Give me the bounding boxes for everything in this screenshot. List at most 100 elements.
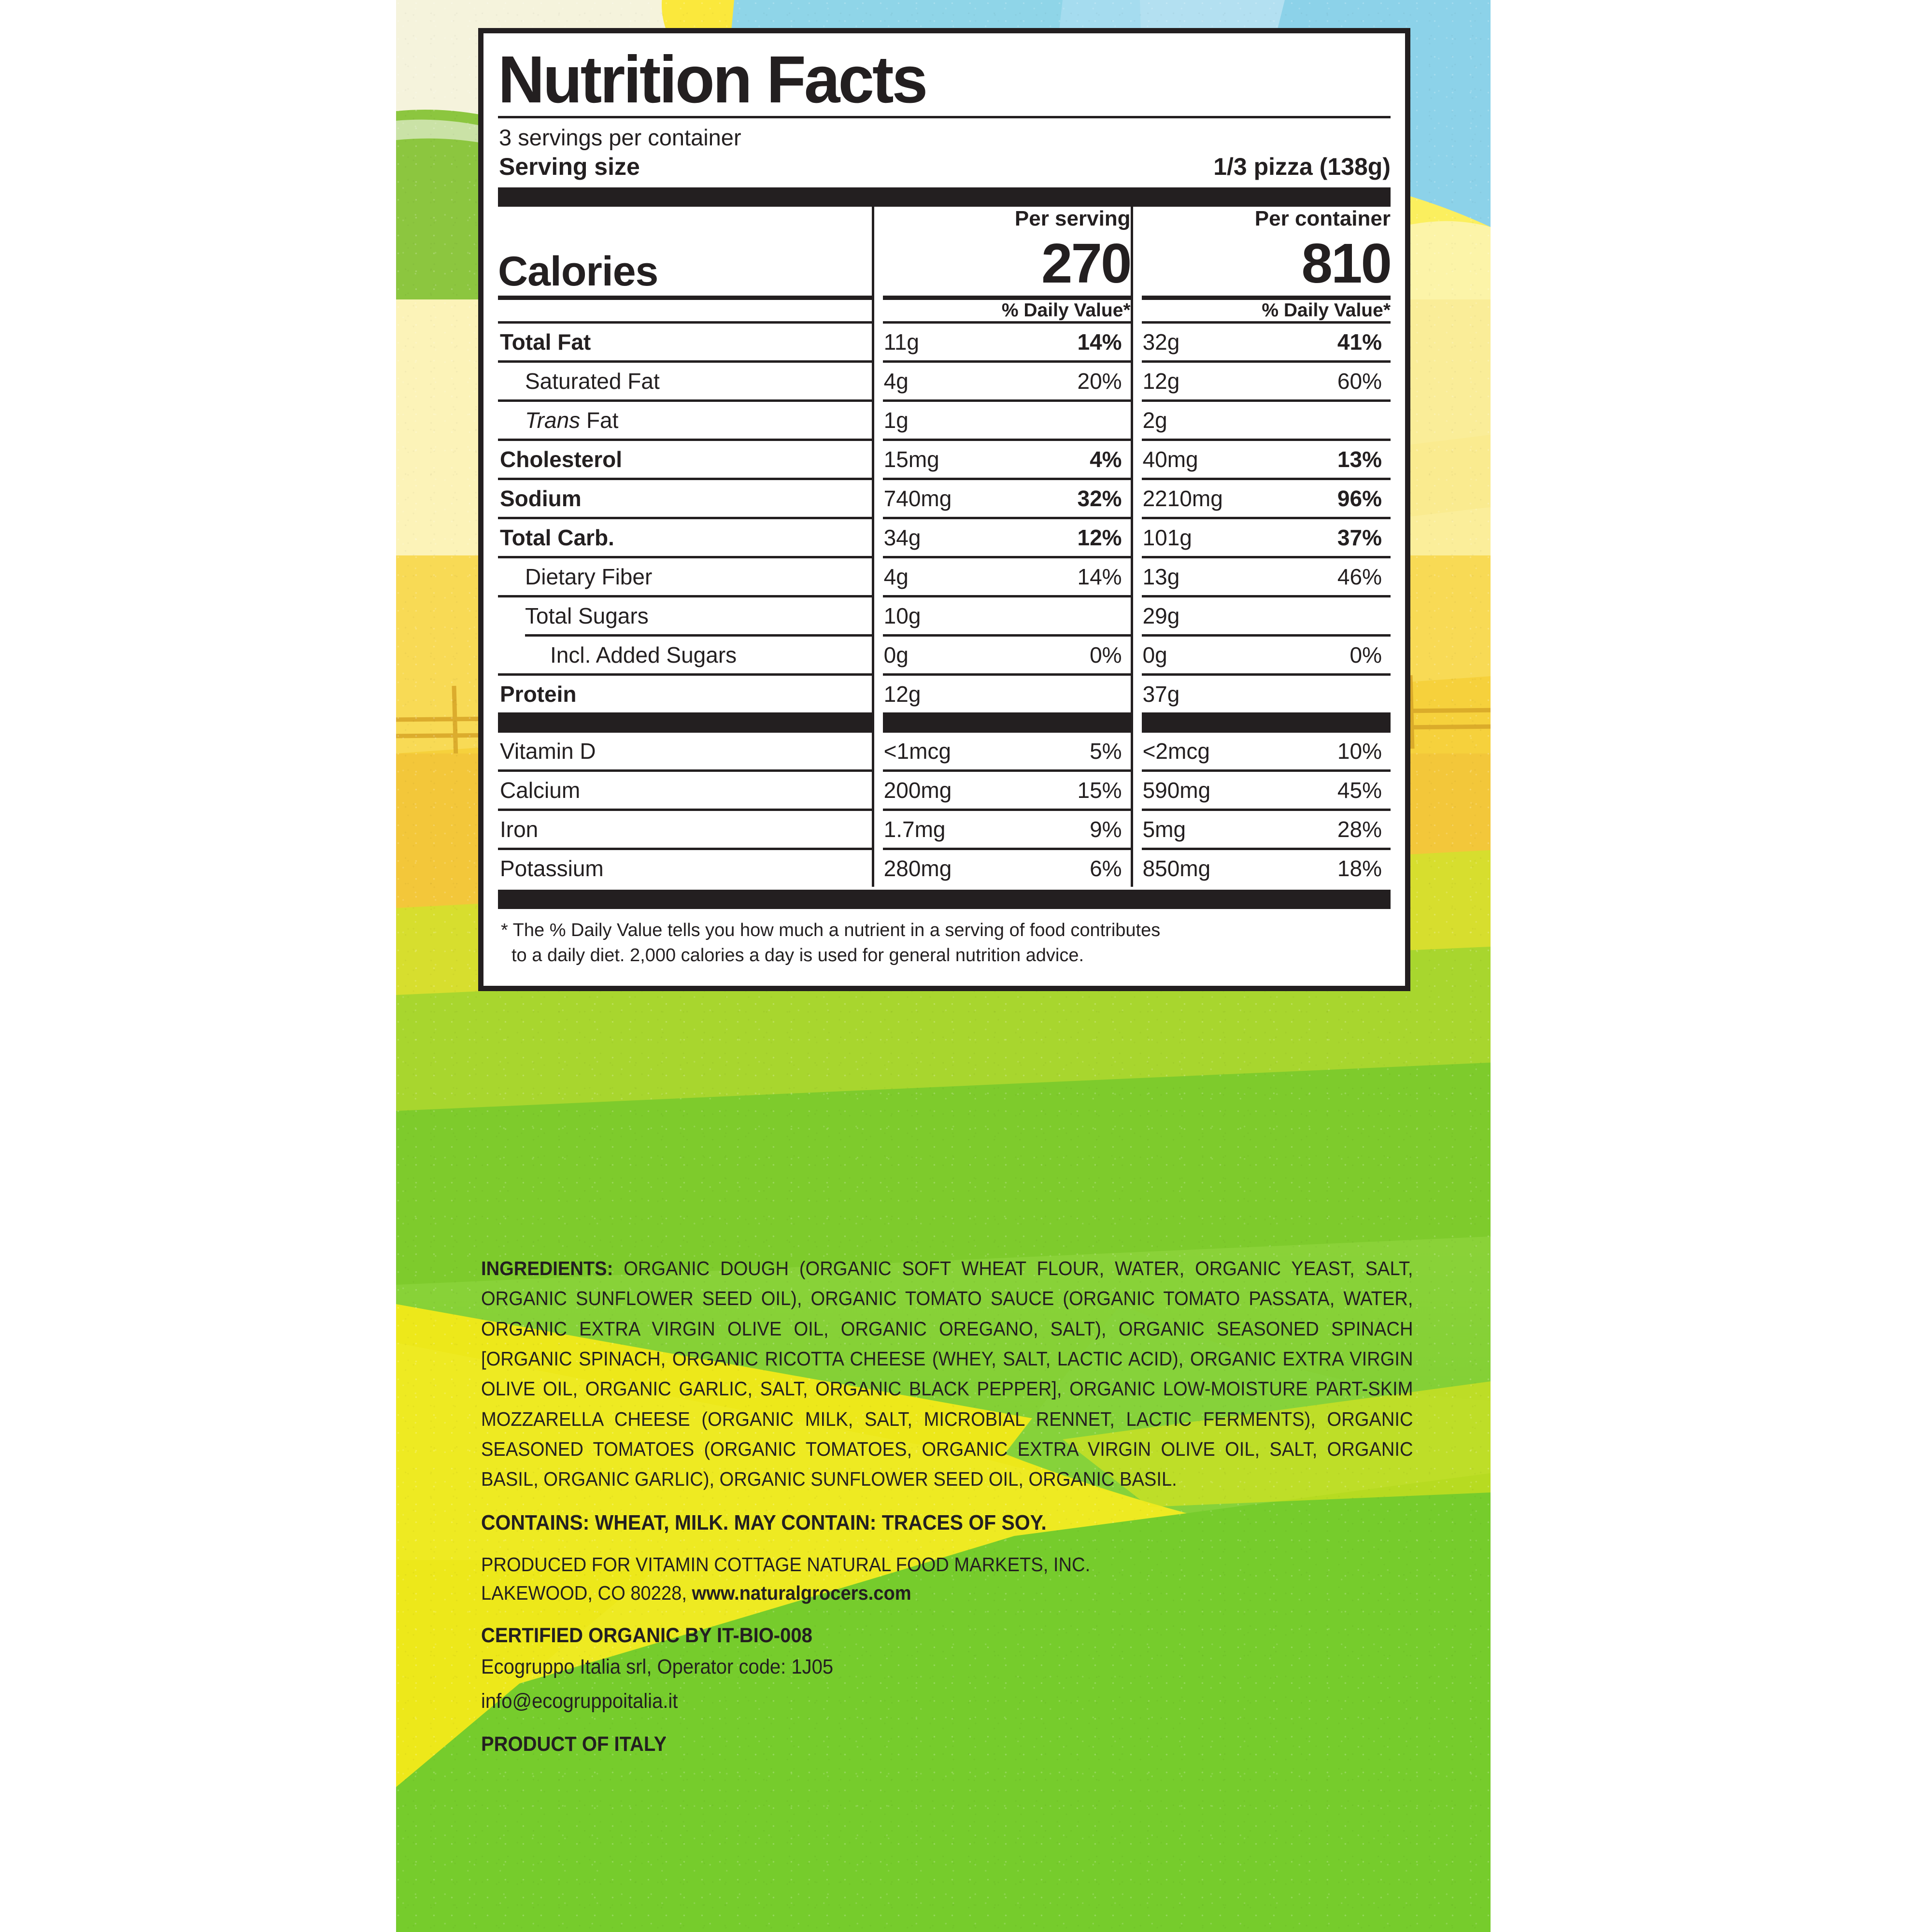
nutrient-row: Total Sugars 10g 29g [498,597,1391,634]
producer-address: PRODUCED FOR VITAMIN COTTAGE NATURAL FOO… [481,1550,1413,1608]
nutrient-per-serving: 4g 20% [871,362,1132,399]
nutrient-row: Dietary Fiber 4g 14% 13g 46% [498,558,1391,595]
nutrient-name: Sodium [500,485,582,511]
micronutrient-name: Vitamin D [500,738,596,764]
product-info-block: INGREDIENTS: ORGANIC DOUGH (ORGANIC SOFT… [481,1253,1413,1756]
panel-title: Nutrition Facts [498,43,928,117]
title-rule [498,115,1391,118]
nutrient-per-container: 13g 46% [1130,558,1391,595]
nutrient-name: Incl. Added Sugars [550,642,737,668]
micronutrient-name: Potassium [500,855,604,881]
nutrition-table: Per serving Per container Calories 270 8… [498,206,1392,887]
micronutrient-name: Calcium [500,777,581,803]
micronutrient-per-container: <2mcg 10% [1130,732,1391,769]
producer-line-1: PRODUCED FOR VITAMIN COTTAGE NATURAL FOO… [481,1553,1091,1576]
serving-size-value: 1/3 pizza (138g) [1213,153,1391,180]
row-separator [498,673,1391,676]
organic-certification: CERTIFIED ORGANIC BY IT-BIO-008 [481,1624,812,1648]
nutrient-rows: Total Fat 11g 14% 32g 41% Saturated Fat 4g 20% 1… [498,321,1391,712]
row-separator [498,438,1391,441]
row-separator [498,595,1391,597]
nutrient-per-serving: 1g [871,401,1132,439]
certifier-name: Ecogruppo Italia srl, Operator code: 1J0… [481,1655,834,1679]
ingredients-heading: INGREDIENTS: [481,1257,613,1279]
row-separator [498,769,1391,772]
producer-website[interactable]: www.naturalgrocers.com [692,1581,911,1604]
nutrient-per-serving: 11g 14% [871,323,1132,360]
allergen-statement: CONTAINS: WHEAT, MILK. MAY CONTAIN: TRAC… [481,1510,1047,1534]
footnote-line-1: * The % Daily Value tells you how much a… [501,920,1161,940]
calories-label: Calories [498,248,658,295]
heavy-separator-bottom [498,889,1391,909]
serving-size-label: Serving size [499,153,640,180]
row-separator [498,847,1391,850]
certifier-email[interactable]: info@ecogruppoitalia.it [481,1690,678,1713]
micronutrient-rows: Vitamin D <1mcg 5% <2mcg 10% Calcium 200mg 15% 5… [498,732,1391,887]
nutrient-row: Total Fat 11g 14% 32g 41% [498,323,1391,360]
micronutrient-row: Vitamin D <1mcg 5% <2mcg 10% [498,732,1391,769]
nutrient-per-serving: 12g [871,675,1132,712]
nutrient-per-container: 40mg 13% [1130,440,1391,478]
nutrient-per-serving: 15mg 4% [871,440,1132,478]
micronutrient-per-serving: 280mg 6% [871,850,1132,887]
calories-per-container: 810 [1130,230,1392,296]
nutrient-per-container: 2210mg 96% [1130,480,1391,517]
ingredients-body: ORGANIC DOUGH (ORGANIC SOFT WHEAT FLOUR,… [481,1257,1413,1491]
serving-size-row: Serving size 1/3 pizza (138g) [498,152,1391,187]
column-header-row: Per serving Per container [498,206,1391,231]
package-artwork: Nutrition Facts 3 servings per container… [396,0,1491,1932]
micronutrient-row: Potassium 280mg 6% 850mg 18% [498,850,1391,887]
nutrient-name: Trans Fat [525,407,619,433]
ingredients-paragraph: INGREDIENTS: ORGANIC DOUGH (ORGANIC SOFT… [481,1253,1413,1494]
nutrient-name: Total Sugars [525,603,649,628]
dv-head-serving: % Daily Value* [871,299,1132,321]
nutrient-row: Total Carb. 34g 12% 101g 37% [498,519,1391,556]
nutrient-per-container: 37g [1130,675,1391,712]
nutrition-facts-panel: Nutrition Facts 3 servings per container… [478,28,1410,991]
nutrient-name: Total Fat [500,329,591,355]
nutrient-per-container: 12g 60% [1130,362,1391,399]
row-separator [498,516,1391,519]
nutrient-row: Protein 12g 37g [498,675,1391,712]
row-separator [498,399,1391,402]
nutrient-per-container: 101g 37% [1130,519,1391,556]
micro-separator-row [498,712,1391,733]
product-of-origin: PRODUCT OF ITALY [481,1733,667,1756]
row-separator [498,360,1391,363]
nutrient-name: Protein [500,681,577,707]
dv-head-container: % Daily Value* [1130,299,1391,321]
row-separator [498,634,1391,637]
nutrient-per-container: 32g 41% [1130,323,1391,360]
footnote-line-2: to a daily diet. 2,000 calories a day is… [511,945,1084,966]
row-separator [498,477,1391,480]
calories-row: Calories 270 810 [498,230,1392,296]
micronutrient-row: Calcium 200mg 15% 590mg 45% [498,771,1391,809]
micronutrient-per-serving: <1mcg 5% [871,732,1132,769]
daily-value-footnote: * The % Daily Value tells you how much a… [498,909,1391,973]
micronutrient-per-container: 850mg 18% [1130,850,1391,887]
row-separator [498,808,1391,811]
nutrient-per-serving: 34g 12% [871,519,1132,556]
col-head-per-container: Per container [1130,206,1391,231]
micronutrient-row: Iron 1.7mg 9% 5mg 28% [498,810,1391,848]
micronutrient-per-container: 590mg 45% [1130,771,1391,809]
servings-per-container: 3 servings per container [499,124,741,150]
nutrient-row: Trans Fat 1g 2g [498,401,1391,439]
row-separator [498,555,1391,558]
nutrient-row: Cholesterol 15mg 4% 40mg 13% [498,440,1391,478]
nutrient-per-container: 29g [1130,597,1391,634]
calories-separator-row [498,295,1391,300]
nutrient-per-container: 2g [1130,401,1391,439]
nutrient-name: Cholesterol [500,446,623,472]
nutrient-per-serving: 10g [871,597,1132,634]
nutrient-name: Dietary Fiber [525,564,653,589]
micronutrient-per-container: 5mg 28% [1130,810,1391,848]
nutrient-row: Saturated Fat 4g 20% 12g 60% [498,362,1391,399]
nutrient-row: Incl. Added Sugars 0g 0% 0g 0% [498,636,1391,673]
nutrient-name: Saturated Fat [525,368,660,394]
producer-city-line: LAKEWOOD, CO 80228, [481,1581,692,1604]
nutrient-per-serving: 0g 0% [871,636,1132,673]
col-head-per-serving: Per serving [871,206,1132,231]
daily-value-header-row: % Daily Value* % Daily Value* [498,299,1391,321]
